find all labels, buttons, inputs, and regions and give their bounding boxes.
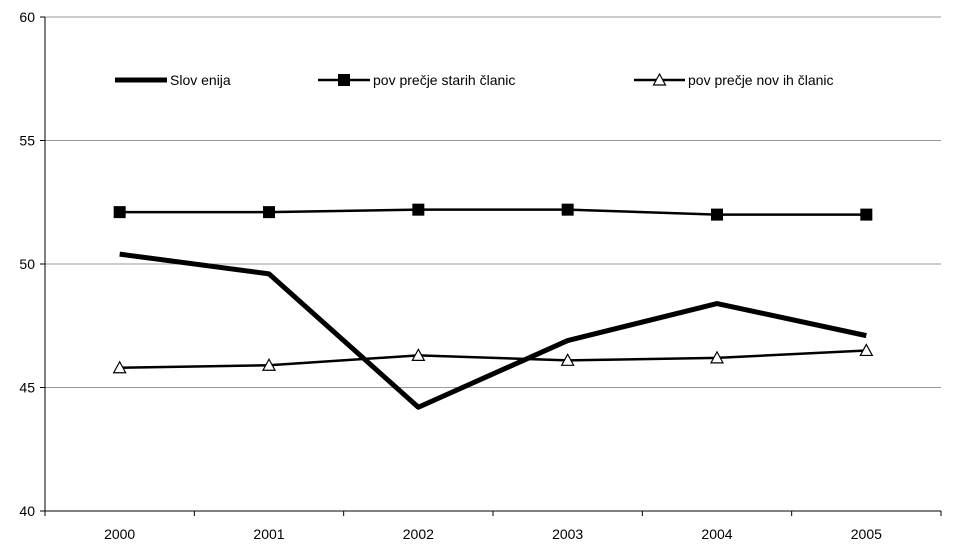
legend-swatch-marker — [652, 72, 667, 86]
data-point — [113, 206, 126, 219]
series-line — [119, 349, 867, 369]
data-point — [411, 348, 426, 361]
x-tick-label: 2000 — [104, 526, 135, 542]
y-tick-label: 40 — [19, 503, 35, 519]
y-ticks: 40 45 50 55 60 — [19, 9, 45, 519]
legend-label: Slov enija — [170, 72, 231, 88]
data-point — [261, 358, 277, 371]
legend-item: pov prečje nov ih članic — [634, 72, 834, 88]
legend-label: pov prečje starih članic — [373, 72, 515, 88]
series-line — [119, 208, 867, 216]
data-point — [860, 208, 873, 221]
series-2 — [112, 343, 874, 374]
series-0 — [119, 251, 867, 410]
x-ticks: 2000 2001 2002 2003 2004 2005 — [44, 511, 942, 542]
data-point — [560, 353, 575, 366]
y-tick-label: 60 — [19, 9, 35, 25]
y-tick-label: 55 — [19, 133, 35, 149]
x-tick-label: 2001 — [253, 526, 284, 542]
x-tick-label: 2003 — [552, 526, 583, 542]
legend-item: Slov enija — [115, 72, 231, 88]
legend-item: pov prečje starih članic — [318, 72, 515, 88]
x-tick-label: 2005 — [851, 526, 882, 542]
data-point — [112, 360, 127, 374]
x-tick-label: 2004 — [701, 526, 732, 542]
y-tick-label: 50 — [19, 256, 35, 272]
data-point — [711, 208, 723, 221]
data-point — [561, 203, 574, 216]
series-1 — [113, 203, 873, 221]
series-layer — [112, 203, 874, 410]
data-point — [859, 343, 874, 357]
legend-label: pov prečje nov ih članic — [688, 72, 834, 88]
data-point — [709, 350, 725, 364]
y-tick-label: 45 — [19, 380, 35, 396]
data-point — [412, 203, 425, 216]
legend-swatch-marker — [338, 74, 350, 86]
x-tick-label: 2002 — [403, 526, 434, 542]
data-point — [263, 206, 275, 219]
legend: Slov enija pov prečje starih članic pov pr… — [115, 72, 834, 88]
series-line — [119, 251, 867, 410]
